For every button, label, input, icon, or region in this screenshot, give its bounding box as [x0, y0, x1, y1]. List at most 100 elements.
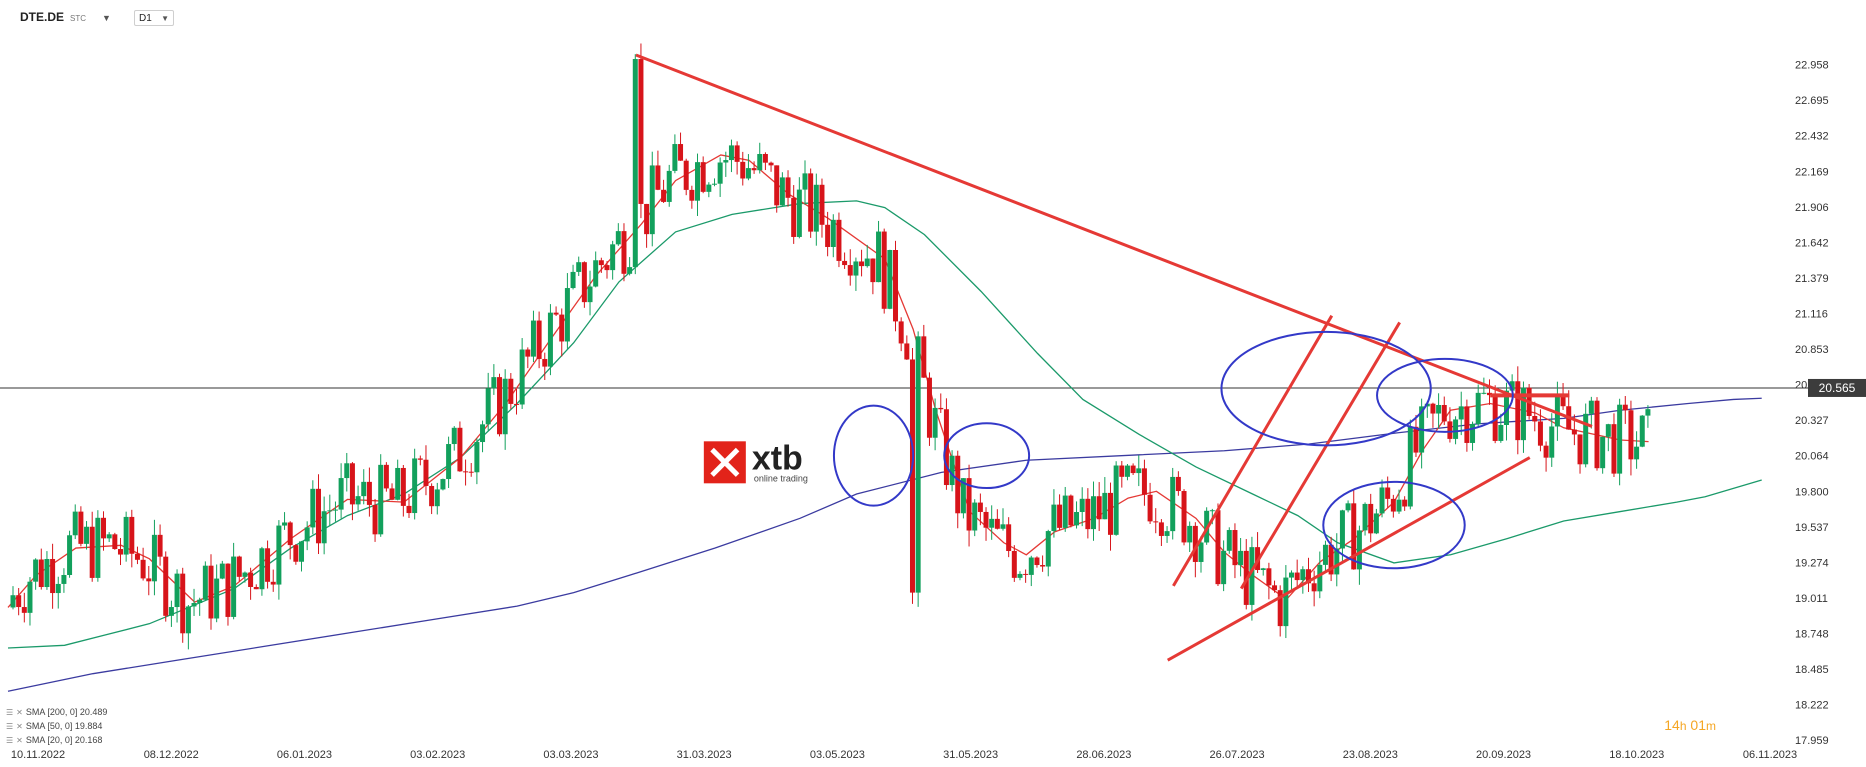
candle-body [299, 541, 305, 562]
candle-body [915, 336, 921, 593]
candle-body [214, 578, 220, 619]
candle-body [983, 511, 989, 528]
candle-body [1407, 426, 1413, 507]
candle-body [338, 478, 344, 510]
y-tick-label: 22.695 [1795, 95, 1829, 107]
candle-body [1571, 429, 1577, 435]
candle-body [774, 165, 780, 206]
candle-body [1170, 476, 1176, 532]
candle-body [1260, 568, 1266, 571]
symbol-suffix: STC [70, 14, 87, 23]
last-price-badge [1808, 378, 1866, 397]
x-tick-label: 31.05.2023 [943, 749, 998, 761]
candle-body [191, 603, 197, 607]
candle-body [689, 189, 695, 201]
candle-body [921, 336, 927, 378]
settings-icon[interactable]: ☰ [6, 707, 14, 717]
candle-body [202, 565, 208, 600]
candle-body [610, 244, 616, 271]
candle-body [1057, 504, 1063, 528]
candle-body [762, 153, 768, 163]
y-tick-label: 19.537 [1795, 522, 1829, 534]
candle-body [366, 481, 372, 505]
candle-body [887, 250, 893, 309]
candle-body [926, 377, 932, 438]
candle-body [287, 522, 293, 546]
x-tick-label: 03.05.2023 [810, 749, 865, 761]
candle-body [711, 183, 717, 185]
legend-label: SMA [20, 0] 20.168 [25, 735, 103, 745]
candle-body [1187, 525, 1193, 543]
candle-body [604, 265, 610, 271]
candle-body [321, 511, 327, 544]
x-tick-label: 31.03.2023 [677, 749, 732, 761]
candle-body [180, 573, 186, 634]
candle-body [1209, 510, 1215, 512]
candle-body [1503, 390, 1509, 425]
candle-body [1328, 544, 1334, 575]
candle-body [225, 563, 231, 617]
candle-body [293, 545, 299, 562]
candle-body [231, 556, 237, 617]
candle-body [1379, 487, 1385, 514]
candle-body [395, 467, 401, 500]
candle-body [553, 312, 559, 315]
timeframe-select[interactable]: D1 ▼ [134, 10, 174, 26]
candle-body [134, 553, 140, 560]
settings-icon[interactable]: ☰ [6, 735, 14, 745]
chevron-down-icon[interactable]: ▼ [102, 13, 111, 23]
candle-body [966, 478, 972, 531]
candle-body [1339, 510, 1345, 549]
candle-body [72, 511, 78, 536]
candle-body [836, 219, 842, 261]
candle-body [909, 359, 915, 593]
legend-sma20[interactable]: ☰ ✕ SMA [20, 0] 20.168 [6, 735, 102, 745]
candle-body [1447, 421, 1453, 439]
candle-body [1583, 413, 1589, 465]
candle-body [893, 250, 899, 322]
candle-body [457, 427, 463, 472]
candle-body [1017, 573, 1023, 578]
candle-body [587, 286, 593, 303]
close-icon[interactable]: ✕ [16, 721, 23, 731]
candle-body [21, 607, 27, 613]
close-icon[interactable]: ✕ [16, 707, 23, 717]
trend-line [1172, 314, 1334, 587]
candle-body [581, 262, 587, 303]
legend-sma50[interactable]: ☰ ✕ SMA [50, 0] 19.884 [6, 721, 102, 731]
candle-body [61, 574, 67, 584]
close-icon[interactable]: ✕ [16, 735, 23, 745]
candle-body [491, 377, 497, 389]
last-price-label: 20.565 [1819, 381, 1856, 395]
candle-body [1141, 468, 1147, 495]
candle-body [672, 144, 678, 171]
candle-body [1520, 387, 1526, 441]
candle-body [16, 595, 22, 608]
y-tick-label: 17.959 [1795, 735, 1829, 747]
candle-body [50, 558, 56, 594]
symbol-selector[interactable]: DTE.DE STC ▼ [20, 10, 111, 24]
settings-icon[interactable]: ☰ [6, 721, 14, 731]
candle-body [270, 581, 276, 585]
candle-body [1091, 496, 1097, 530]
highlight-circle [1322, 480, 1466, 570]
candle-body [1226, 530, 1232, 551]
candle-body [1283, 577, 1289, 627]
candle-body [468, 471, 474, 473]
candle-body [949, 455, 955, 486]
candle-body [994, 518, 1000, 529]
candle-body [1373, 513, 1379, 534]
candle-body [1345, 503, 1351, 511]
candle-body [446, 444, 452, 480]
candle-body [1362, 503, 1368, 531]
candle-body [502, 378, 508, 435]
candle-body [530, 320, 536, 357]
candle-body [1351, 503, 1357, 570]
y-tick-label: 21.906 [1795, 202, 1829, 214]
legend-sma200[interactable]: ☰ ✕ SMA [200, 0] 20.489 [6, 707, 107, 717]
candle-body [1006, 524, 1012, 552]
candle-body [977, 502, 983, 512]
candle-body [859, 261, 865, 267]
candle-body [734, 145, 740, 162]
